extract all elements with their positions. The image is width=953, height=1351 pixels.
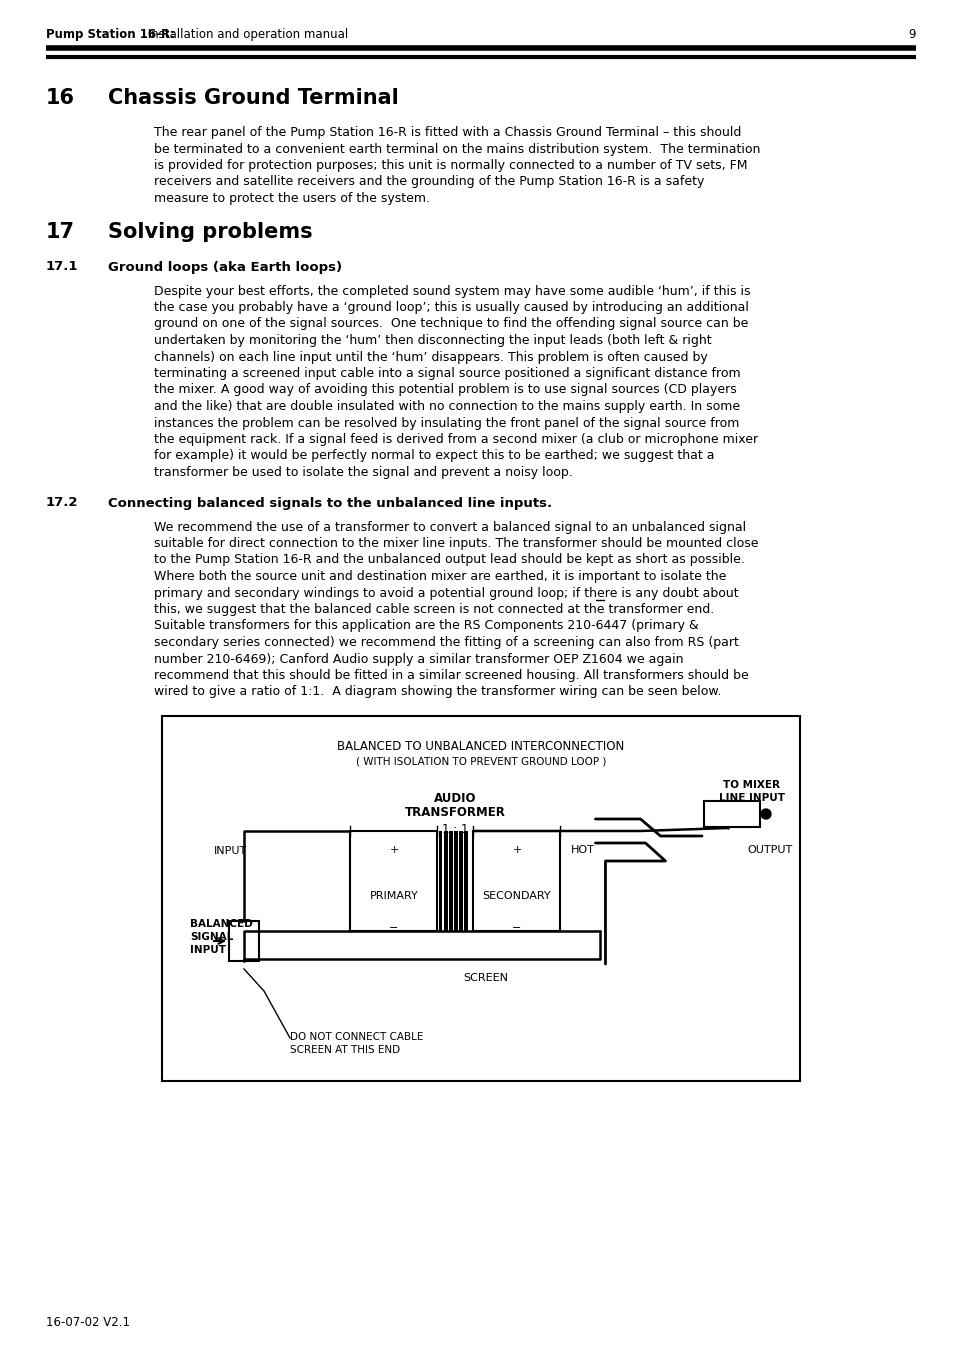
Text: this, we suggest that the balanced cable screen is not connected at the transfor: this, we suggest that the balanced cable…: [153, 603, 714, 616]
Text: HOT: HOT: [570, 844, 594, 855]
Text: 17.2: 17.2: [46, 497, 78, 509]
Text: instances the problem can be resolved by insulating the front panel of the signa: instances the problem can be resolved by…: [153, 416, 739, 430]
Text: primary and secondary windings to avoid a potential ground loop; if there is any: primary and secondary windings to avoid …: [153, 586, 738, 600]
Text: Where both the source unit and destination mixer are earthed, it is important to: Where both the source unit and destinati…: [153, 570, 725, 584]
Text: number 210-6469); Canford Audio supply a similar transformer OEP Z1604 we again: number 210-6469); Canford Audio supply a…: [153, 653, 682, 666]
Text: suitable for direct connection to the mixer line inputs. The transformer should : suitable for direct connection to the mi…: [153, 536, 758, 550]
Text: OUTPUT: OUTPUT: [746, 844, 792, 855]
Text: transformer be used to isolate the signal and prevent a noisy loop.: transformer be used to isolate the signa…: [153, 466, 572, 480]
Text: for example) it would be perfectly normal to expect this to be earthed; we sugge: for example) it would be perfectly norma…: [153, 450, 714, 462]
Text: recommend that this should be fitted in a similar screened housing. All transfor: recommend that this should be fitted in …: [153, 669, 748, 682]
Bar: [438, 831, 442, 931]
Bar: [443, 831, 447, 931]
Text: the equipment rack. If a signal feed is derived from a second mixer (a club or m: the equipment rack. If a signal feed is …: [153, 434, 758, 446]
Text: Chassis Ground Terminal: Chassis Ground Terminal: [108, 88, 398, 108]
Text: Pump Station 16-R:: Pump Station 16-R:: [46, 28, 174, 41]
Bar: [473, 831, 560, 931]
Text: TO MIXER
LINE INPUT: TO MIXER LINE INPUT: [719, 780, 784, 804]
Bar: [464, 831, 468, 931]
Text: Installation and operation manual: Installation and operation manual: [144, 28, 348, 41]
Text: AUDIO: AUDIO: [434, 792, 476, 805]
Bar: [229, 921, 258, 961]
Text: channels) on each line input until the ‘hum’ disappears. This problem is often c: channels) on each line input until the ‘…: [153, 350, 707, 363]
Text: terminating a screened input cable into a signal source positioned a significant: terminating a screened input cable into …: [153, 367, 740, 380]
Text: receivers and satellite receivers and the grounding of the Pump Station 16-R is : receivers and satellite receivers and th…: [153, 176, 703, 189]
Text: INPUT: INPUT: [213, 846, 247, 857]
Text: +: +: [389, 844, 398, 855]
Text: Solving problems: Solving problems: [108, 223, 313, 242]
Bar: [454, 831, 457, 931]
Text: to the Pump Station 16-R and the unbalanced output lead should be kept as short : to the Pump Station 16-R and the unbalan…: [153, 554, 744, 566]
Text: We recommend the use of a transformer to convert a balanced signal to an unbalan: We recommend the use of a transformer to…: [153, 520, 745, 534]
Text: +: +: [512, 844, 521, 855]
Text: 16-07-02 V2.1: 16-07-02 V2.1: [46, 1316, 130, 1329]
Bar: [458, 831, 462, 931]
Text: 1 : 1: 1 : 1: [442, 823, 468, 836]
Text: −: −: [389, 923, 398, 934]
Text: −: −: [512, 923, 521, 934]
Bar: [350, 831, 437, 931]
Text: the case you probably have a ‘ground loop’; this is usually caused by introducin: the case you probably have a ‘ground loo…: [153, 301, 748, 313]
Bar: [449, 831, 452, 931]
Text: the mixer. A good way of avoiding this potential problem is to use signal source: the mixer. A good way of avoiding this p…: [153, 384, 736, 396]
Text: SECONDARY: SECONDARY: [482, 892, 551, 901]
Text: 16: 16: [46, 88, 75, 108]
Text: Despite your best efforts, the completed sound system may have some audible ‘hum: Despite your best efforts, the completed…: [153, 285, 750, 297]
Text: measure to protect the users of the system.: measure to protect the users of the syst…: [153, 192, 430, 205]
Text: BALANCED TO UNBALANCED INTERCONNECTION: BALANCED TO UNBALANCED INTERCONNECTION: [337, 740, 624, 753]
Bar: [162, 716, 800, 1081]
Text: TRANSFORMER: TRANSFORMER: [405, 807, 505, 819]
Text: secondary series connected) we recommend the fitting of a screening can also fro: secondary series connected) we recommend…: [153, 636, 739, 648]
Text: PRIMARY: PRIMARY: [369, 892, 418, 901]
Text: be terminated to a convenient earth terminal on the mains distribution system.  : be terminated to a convenient earth term…: [153, 142, 760, 155]
Text: 17: 17: [46, 223, 75, 242]
Text: and the like) that are double insulated with no connection to the mains supply e: and the like) that are double insulated …: [153, 400, 740, 413]
Text: SCREEN: SCREEN: [462, 973, 507, 984]
Text: DO NOT CONNECT CABLE
SCREEN AT THIS END: DO NOT CONNECT CABLE SCREEN AT THIS END: [290, 1032, 423, 1055]
Text: Ground loops (aka Earth loops): Ground loops (aka Earth loops): [108, 261, 342, 273]
Text: The rear panel of the Pump Station 16-R is fitted with a Chassis Ground Terminal: The rear panel of the Pump Station 16-R …: [153, 126, 740, 139]
Text: Suitable transformers for this application are the RS Components 210-6447 (prima: Suitable transformers for this applicati…: [153, 620, 698, 632]
Text: is provided for protection purposes; this unit is normally connected to a number: is provided for protection purposes; thi…: [153, 159, 747, 172]
Text: Connecting balanced signals to the unbalanced line inputs.: Connecting balanced signals to the unbal…: [108, 497, 552, 509]
Text: ( WITH ISOLATION TO PREVENT GROUND LOOP ): ( WITH ISOLATION TO PREVENT GROUND LOOP …: [355, 757, 605, 766]
Text: 9: 9: [907, 28, 915, 41]
Bar: [703, 801, 760, 827]
Text: wired to give a ratio of 1:1.  A diagram showing the transformer wiring can be s: wired to give a ratio of 1:1. A diagram …: [153, 685, 720, 698]
Circle shape: [760, 809, 770, 819]
Text: ground on one of the signal sources.  One technique to find the offending signal: ground on one of the signal sources. One…: [153, 317, 747, 331]
Text: BALANCED
SIGNAL
INPUT: BALANCED SIGNAL INPUT: [190, 919, 253, 955]
Text: 17.1: 17.1: [46, 261, 78, 273]
Text: undertaken by monitoring the ‘hum’ then disconnecting the input leads (both left: undertaken by monitoring the ‘hum’ then …: [153, 334, 711, 347]
